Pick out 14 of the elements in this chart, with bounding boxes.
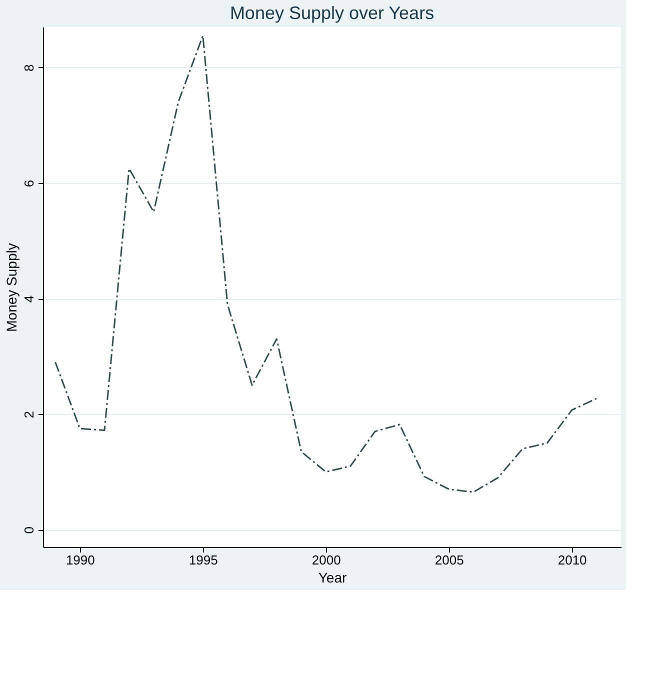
x-tick-label: 1990	[66, 552, 95, 568]
x-tick-label: 2010	[558, 552, 587, 568]
line-series	[54, 34, 598, 493]
x-axis-title: Year	[318, 570, 347, 586]
y-tick-label: 8	[22, 64, 36, 72]
x-tick-label: 2005	[434, 552, 464, 568]
y-tick-label: 2	[22, 410, 36, 418]
y-tick-label: 6	[22, 180, 36, 188]
chart-title: Money Supply over Years	[230, 3, 434, 23]
x-tick-label: 1995	[188, 552, 218, 568]
y-axis-title: Money Supply	[4, 243, 20, 332]
x-tick-label: 2000	[312, 552, 341, 568]
y-tick-label: 0	[22, 526, 36, 534]
y-tick-label: 4	[22, 295, 36, 303]
